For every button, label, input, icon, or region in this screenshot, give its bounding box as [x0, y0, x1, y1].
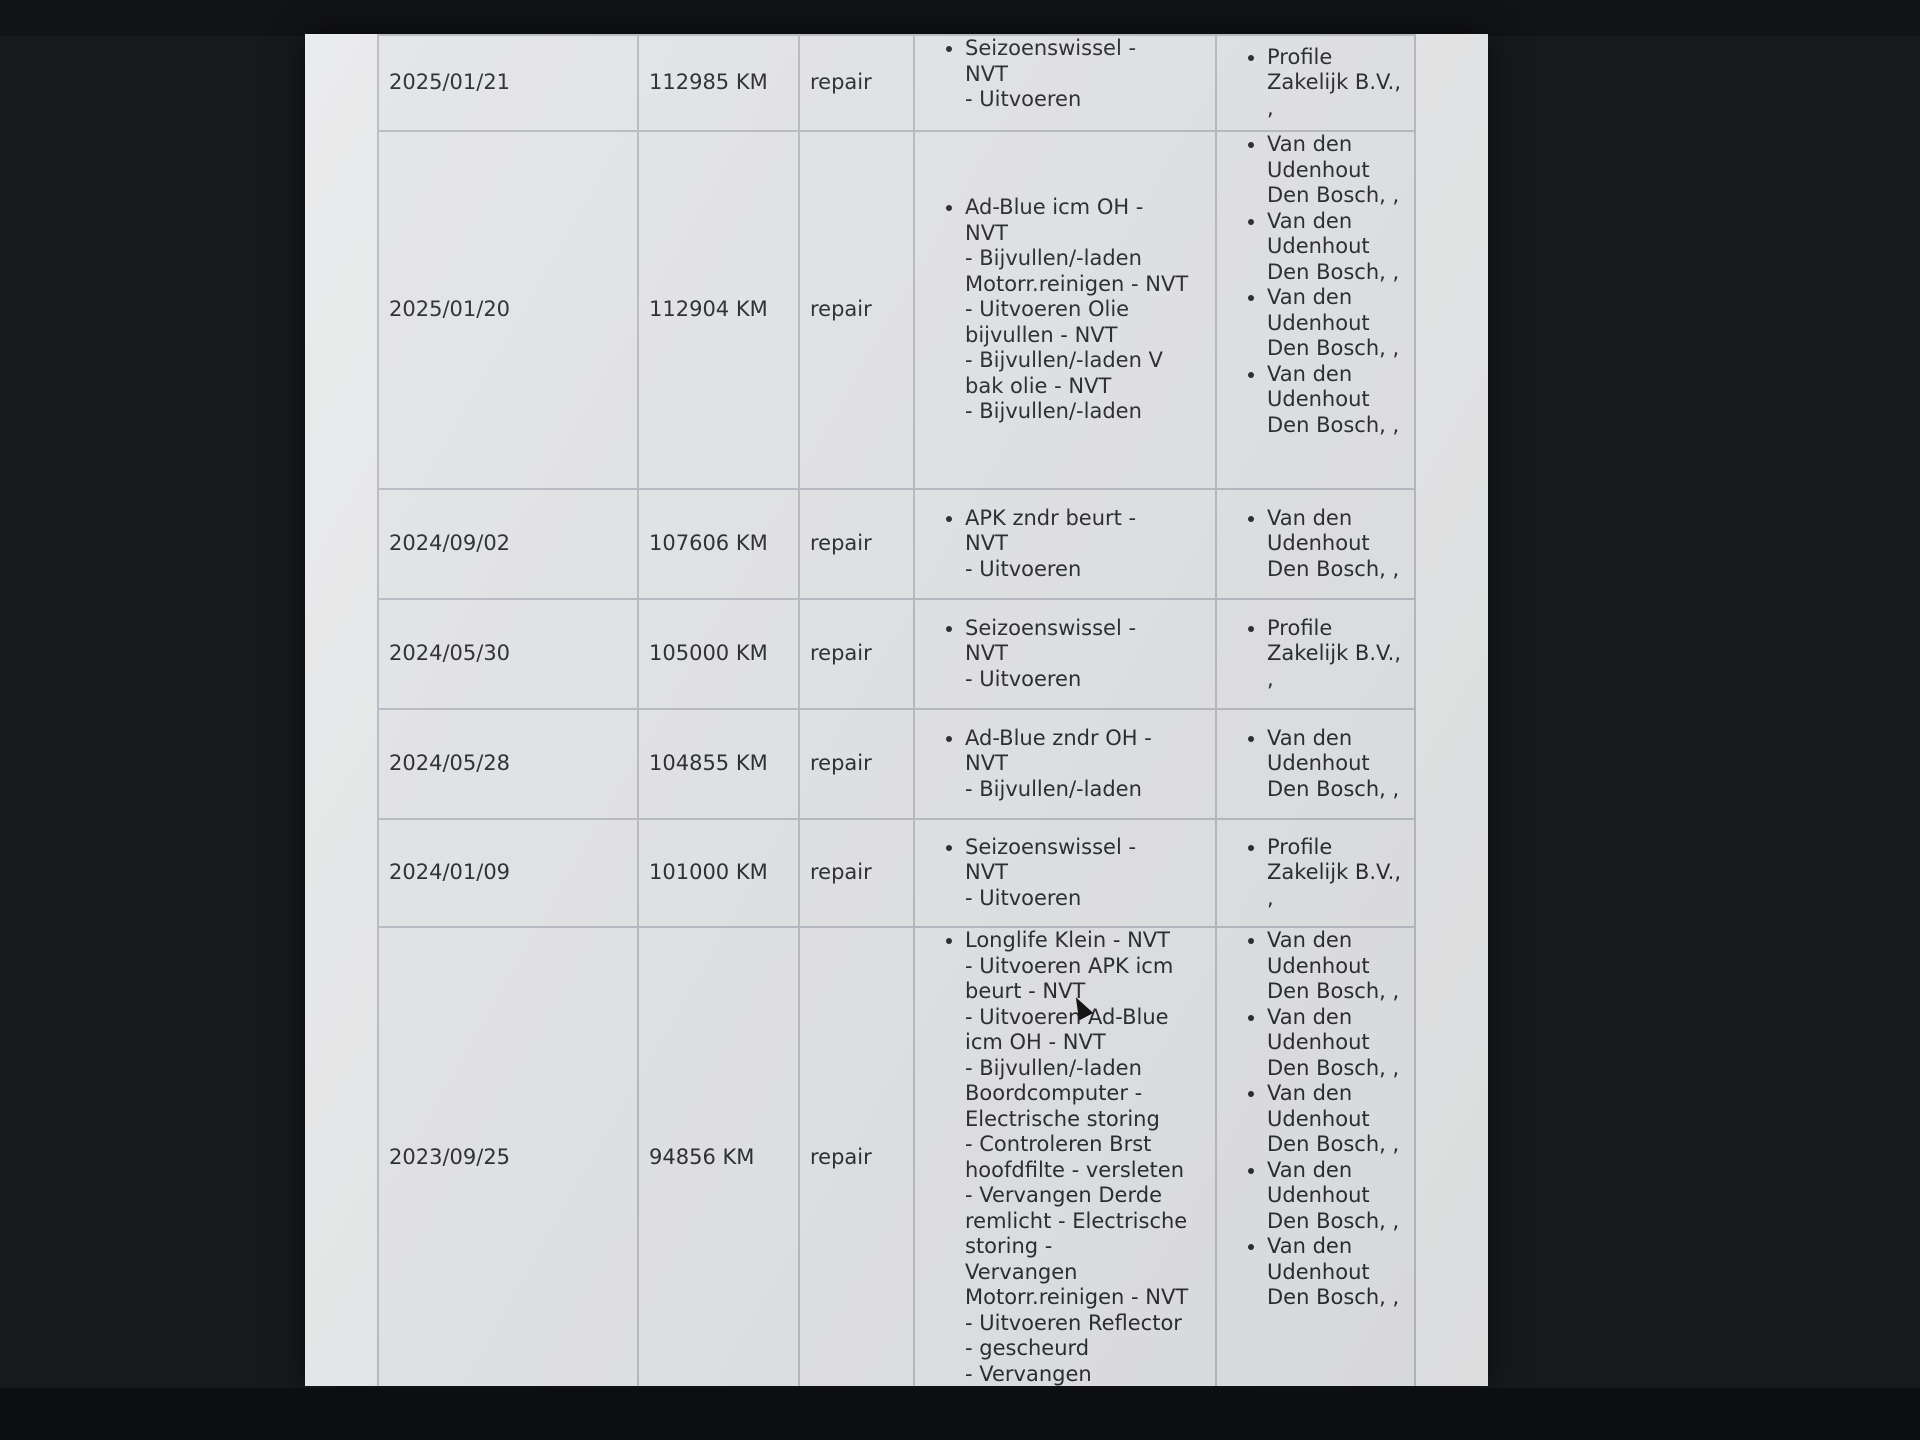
type-cell: repair [798, 34, 915, 132]
workshop-cell: Van den Udenhout Den Bosch, , [1215, 708, 1416, 820]
description-list: Longlife Klein - NVT - Uitvoeren APK icm… [925, 928, 1205, 1386]
workshop-item: Van den Udenhout Den Bosch, , [1267, 726, 1404, 803]
description-cell: Seizoenswissel - NVT - Uitvoeren [913, 818, 1217, 928]
workshop-list: Van den Udenhout Den Bosch, , [1227, 506, 1404, 583]
date-cell: 2024/05/30 [377, 598, 639, 710]
description-list: Seizoenswissel - NVT - Uitvoeren [925, 36, 1205, 113]
workshop-item: Profile Zakelijk B.V., , [1267, 616, 1404, 693]
type-cell: repair [798, 130, 915, 490]
mileage-cell: 105000 KM [637, 598, 800, 710]
workshop-list: Profile Zakelijk B.V., , [1227, 835, 1404, 912]
workshop-item: Van den Udenhout Den Bosch, , [1267, 1005, 1404, 1082]
workshop-item: Van den Udenhout Den Bosch, , [1267, 1158, 1404, 1235]
workshop-list: Van den Udenhout Den Bosch, , [1227, 726, 1404, 803]
mileage-cell: 104855 KM [637, 708, 800, 820]
workshop-item: Van den Udenhout Den Bosch, , [1267, 1081, 1404, 1158]
type-cell: repair [798, 926, 915, 1386]
workshop-item: Profile Zakelijk B.V., , [1267, 835, 1404, 912]
description-list: Seizoenswissel - NVT - Uitvoeren [925, 616, 1205, 693]
description-cell: APK zndr beurt - NVT - Uitvoeren [913, 488, 1217, 600]
mileage-cell: 112985 KM [637, 34, 800, 132]
description-item: Ad-Blue zndr OH - NVT - Bijvullen/-laden [965, 726, 1205, 803]
description-list: Ad-Blue zndr OH - NVT - Bijvullen/-laden [925, 726, 1205, 803]
mileage-cell: 112904 KM [637, 130, 800, 490]
description-list: APK zndr beurt - NVT - Uitvoeren [925, 506, 1205, 583]
workshop-cell: Profile Zakelijk B.V., , [1215, 818, 1416, 928]
type-cell: repair [798, 598, 915, 710]
monitor-bezel-top [0, 0, 1920, 36]
workshop-item: Van den Udenhout Den Bosch, , [1267, 362, 1404, 439]
description-item: APK zndr beurt - NVT - Uitvoeren [965, 506, 1205, 583]
workshop-item: Van den Udenhout Den Bosch, , [1267, 506, 1404, 583]
workshop-list: Profile Zakelijk B.V., , [1227, 616, 1404, 693]
mileage-cell: 107606 KM [637, 488, 800, 600]
mileage-cell: 101000 KM [637, 818, 800, 928]
workshop-cell: Van den Udenhout Den Bosch, ,Van den Ude… [1215, 130, 1416, 490]
mileage-cell: 94856 KM [637, 926, 800, 1386]
date-cell: 2024/01/09 [377, 818, 639, 928]
monitor-bezel-bottom [0, 1388, 1920, 1440]
workshop-item: Van den Udenhout Den Bosch, , [1267, 285, 1404, 362]
type-cell: repair [798, 818, 915, 928]
type-cell: repair [798, 488, 915, 600]
date-cell: 2025/01/21 [377, 34, 639, 132]
workshop-item: Profile Zakelijk B.V., , [1267, 45, 1404, 122]
type-cell: repair [798, 708, 915, 820]
date-cell: 2023/09/25 [377, 926, 639, 1386]
description-item: Seizoenswissel - NVT - Uitvoeren [965, 835, 1205, 912]
date-cell: 2025/01/20 [377, 130, 639, 490]
description-item: Ad-Blue icm OH - NVT - Bijvullen/-laden … [965, 195, 1205, 425]
description-cell: Longlife Klein - NVT - Uitvoeren APK icm… [913, 926, 1217, 1386]
workshop-cell: Van den Udenhout Den Bosch, , [1215, 488, 1416, 600]
workshop-item: Van den Udenhout Den Bosch, , [1267, 1234, 1404, 1311]
description-cell: Seizoenswissel - NVT - Uitvoeren [913, 598, 1217, 710]
description-cell: Ad-Blue zndr OH - NVT - Bijvullen/-laden [913, 708, 1217, 820]
description-cell: Ad-Blue icm OH - NVT - Bijvullen/-laden … [913, 130, 1217, 490]
description-item: Seizoenswissel - NVT - Uitvoeren [965, 616, 1205, 693]
workshop-list: Van den Udenhout Den Bosch, ,Van den Ude… [1227, 132, 1404, 438]
workshop-item: Van den Udenhout Den Bosch, , [1267, 132, 1404, 209]
workshop-cell: Van den Udenhout Den Bosch, ,Van den Ude… [1215, 926, 1416, 1386]
workshop-list: Profile Zakelijk B.V., , [1227, 45, 1404, 122]
description-item: Seizoenswissel - NVT - Uitvoeren [965, 36, 1205, 113]
description-item: Longlife Klein - NVT - Uitvoeren APK icm… [965, 928, 1205, 1386]
description-list: Ad-Blue icm OH - NVT - Bijvullen/-laden … [925, 195, 1205, 425]
date-cell: 2024/05/28 [377, 708, 639, 820]
workshop-item: Van den Udenhout Den Bosch, , [1267, 928, 1404, 1005]
description-list: Seizoenswissel - NVT - Uitvoeren [925, 835, 1205, 912]
description-cell: Seizoenswissel - NVT - Uitvoeren [913, 34, 1217, 132]
workshop-list: Van den Udenhout Den Bosch, ,Van den Ude… [1227, 928, 1404, 1311]
date-cell: 2024/09/02 [377, 488, 639, 600]
workshop-cell: Profile Zakelijk B.V., , [1215, 34, 1416, 132]
workshop-item: Van den Udenhout Den Bosch, , [1267, 209, 1404, 286]
workshop-cell: Profile Zakelijk B.V., , [1215, 598, 1416, 710]
